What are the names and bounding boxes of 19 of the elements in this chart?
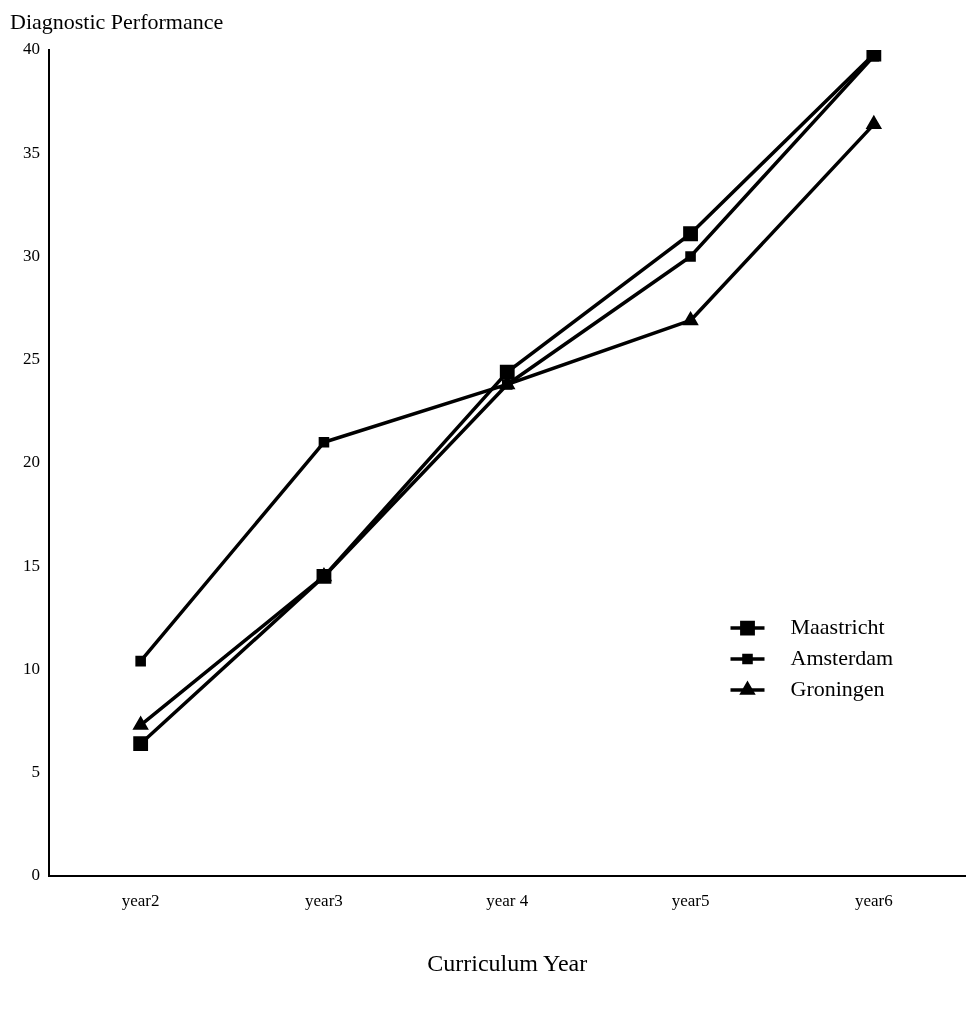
y-tick-label: 5 xyxy=(31,762,40,782)
x-tick-label: year2 xyxy=(121,891,160,911)
y-tick-label: 10 xyxy=(23,658,40,678)
y-tick-label: 20 xyxy=(23,452,40,472)
y-tick-label: 25 xyxy=(23,349,40,369)
x-tick-label: year6 xyxy=(854,891,893,911)
y-axis-title: Diagnostic Performance xyxy=(10,8,224,34)
y-tick-label: 40 xyxy=(23,39,40,59)
y-tick-label: 30 xyxy=(23,245,40,265)
legend-label: Maastricht xyxy=(790,613,885,639)
x-axis-title: Curriculum Year xyxy=(427,949,588,976)
x-tick-label: year 4 xyxy=(486,891,529,911)
y-tick-label: 0 xyxy=(31,865,40,885)
legend-label: Amsterdam xyxy=(790,644,894,670)
x-tick-label: year5 xyxy=(671,891,710,911)
y-tick-label: 15 xyxy=(23,555,40,575)
x-tick-label: year3 xyxy=(305,891,343,911)
legend-label: Groningen xyxy=(790,675,885,701)
y-tick-label: 35 xyxy=(23,142,40,162)
